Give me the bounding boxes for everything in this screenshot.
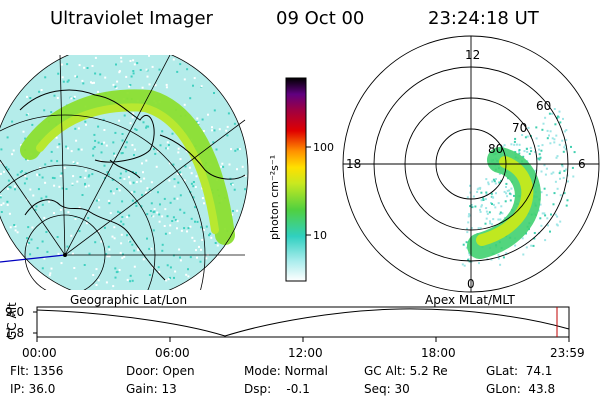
xtick-2359: 23:59 <box>550 346 585 360</box>
mlt-label-6: 6 <box>578 157 586 171</box>
date-label: 09 Oct 00 <box>276 8 365 29</box>
altitude-ytick-9: 9.0 <box>5 305 24 319</box>
mlat-label-80: 80 <box>488 142 503 156</box>
xtick-1800: 18:00 <box>421 346 456 360</box>
left-panel-label: Geographic Lat/Lon <box>70 293 187 307</box>
right-panel-label: Apex MLat/MLT <box>425 293 515 307</box>
instrument-title: Ultraviolet Imager <box>50 8 213 29</box>
altitude-ytick-1.8: 1.8 <box>5 326 24 340</box>
altitude-ylabel: GC Alt <box>5 302 19 340</box>
time-label: 23:24:18 UT <box>428 8 539 29</box>
colorbar-tick-100: 100 <box>313 141 334 154</box>
mlat-label-70: 70 <box>512 121 527 135</box>
xtick-1200: 12:00 <box>288 346 323 360</box>
polar-image <box>342 35 600 293</box>
mlt-label-12: 12 <box>465 48 480 62</box>
colorbar-tick-10: 10 <box>313 229 327 242</box>
mlat-label-60: 60 <box>536 99 551 113</box>
status-gcalt: GC Alt: 5.2 Re <box>364 364 448 378</box>
colorbar-ticks <box>306 146 311 236</box>
status-glon: GLon: 43.8 <box>486 382 556 396</box>
status-gain: Gain: 13 <box>126 382 177 396</box>
colorbar <box>285 77 307 282</box>
xtick-0000: 00:00 <box>22 346 57 360</box>
status-seq: Seq: 30 <box>364 382 410 396</box>
status-dsp: Dsp: -0.1 <box>244 382 310 396</box>
status-door: Door: Open <box>126 364 195 378</box>
colorbar-unit: photon cm⁻²s⁻¹ <box>268 155 281 240</box>
status-flt: Flt: 1356 <box>10 364 64 378</box>
mlt-label-0: 0 <box>467 277 475 291</box>
xtick-0600: 06:00 <box>155 346 190 360</box>
mlt-label-18: 18 <box>346 157 361 171</box>
status-glat: GLat: 74.1 <box>486 364 553 378</box>
altitude-plot <box>33 306 570 342</box>
status-mode: Mode: Normal <box>244 364 328 378</box>
geographic-image <box>0 55 249 290</box>
status-ip: IP: 36.0 <box>10 382 56 396</box>
